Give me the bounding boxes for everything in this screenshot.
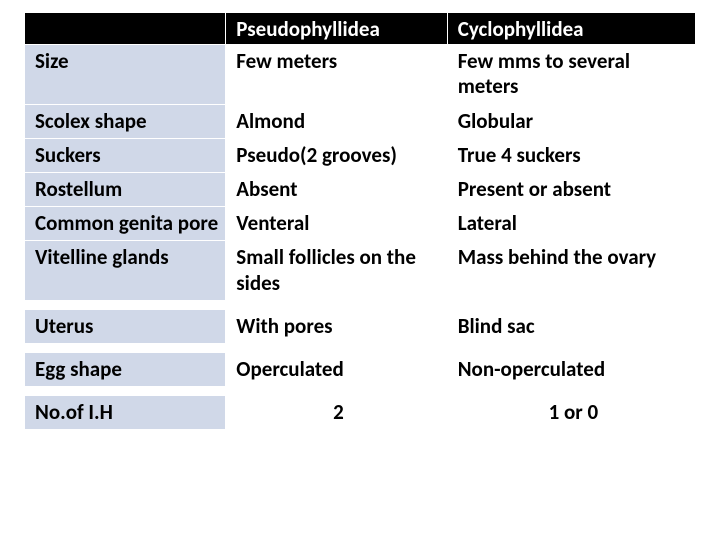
row-label: Scolex shape — [25, 104, 226, 138]
row-label: Suckers — [25, 138, 226, 172]
row-c1: Pseudo(2 grooves) — [226, 138, 447, 172]
table-row: Uterus With pores Blind sac — [25, 309, 696, 343]
slide: Pseudophyllidea Cyclophyllidea Size Few … — [0, 0, 720, 540]
header-col1: Pseudophyllidea — [226, 13, 447, 45]
row-c1: Small follicles on the sides — [226, 241, 447, 300]
header-empty — [25, 13, 226, 45]
row-c2: True 4 suckers — [447, 138, 695, 172]
row-c2: 1 or 0 — [447, 396, 695, 430]
row-label: Egg shape — [25, 352, 226, 386]
table-row: Scolex shape Almond Globular — [25, 104, 696, 138]
row-c1: Almond — [226, 104, 447, 138]
row-label: No.of I.H — [25, 396, 226, 430]
row-label: Rostellum — [25, 172, 226, 206]
row-c2: Non-operculated — [447, 352, 695, 386]
row-c1: 2 — [226, 396, 447, 430]
comparison-table: Pseudophyllidea Cyclophyllidea Size Few … — [24, 12, 696, 430]
table-row: Common genita pore Venteral Lateral — [25, 207, 696, 241]
row-label: Uterus — [25, 309, 226, 343]
row-label: Size — [25, 45, 226, 104]
row-c1: Absent — [226, 172, 447, 206]
row-c1: Operculated — [226, 352, 447, 386]
header-col2: Cyclophyllidea — [447, 13, 695, 45]
row-c1: Few meters — [226, 45, 447, 104]
table-row: Size Few meters Few mms to several meter… — [25, 45, 696, 104]
spacer — [25, 300, 696, 309]
row-c2: Globular — [447, 104, 695, 138]
table-body: Pseudophyllidea Cyclophyllidea Size Few … — [25, 13, 696, 430]
spacer — [25, 343, 696, 352]
row-c2: Few mms to several meters — [447, 45, 695, 104]
row-c2: Present or absent — [447, 172, 695, 206]
table-row: Rostellum Absent Present or absent — [25, 172, 696, 206]
table-row: Egg shape Operculated Non-operculated — [25, 352, 696, 386]
row-c2: Lateral — [447, 207, 695, 241]
spacer — [25, 387, 696, 396]
row-c1: Venteral — [226, 207, 447, 241]
table-row: Vitelline glands Small follicles on the … — [25, 241, 696, 300]
table-header-row: Pseudophyllidea Cyclophyllidea — [25, 13, 696, 45]
row-label: Vitelline glands — [25, 241, 226, 300]
table-row: Suckers Pseudo(2 grooves) True 4 suckers — [25, 138, 696, 172]
row-label: Common genita pore — [25, 207, 226, 241]
table-row: No.of I.H 2 1 or 0 — [25, 396, 696, 430]
row-c2: Blind sac — [447, 309, 695, 343]
row-c1: With pores — [226, 309, 447, 343]
row-c2: Mass behind the ovary — [447, 241, 695, 300]
